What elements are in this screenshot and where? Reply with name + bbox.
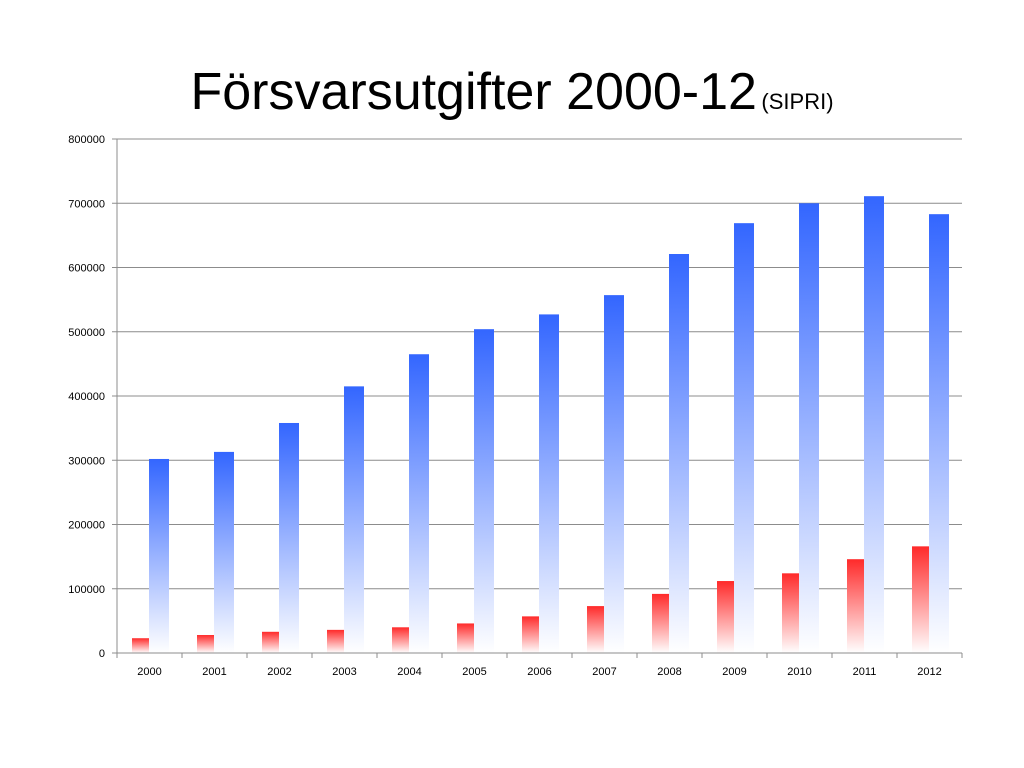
bar-series-red <box>392 627 412 653</box>
bar-series-red <box>587 606 607 653</box>
bar-series-blue <box>734 223 754 654</box>
bar-series-blue <box>669 254 689 653</box>
y-tick-label: 200000 <box>68 520 105 532</box>
x-tick-label: 2000 <box>137 666 161 678</box>
axes: 0 100000 200000 300000 400000 500000 600000 700… <box>68 134 963 678</box>
x-tick-label: 2007 <box>592 666 616 678</box>
bar-series-blue <box>929 214 949 654</box>
y-tick-label: 700000 <box>68 198 105 210</box>
bar-series-blue <box>474 329 494 653</box>
bar-series-blue <box>149 458 169 653</box>
y-tick-label: 400000 <box>68 391 105 403</box>
bars <box>132 196 949 654</box>
bar-series-red <box>717 581 737 653</box>
y-tick-label: 0 <box>99 648 105 660</box>
bar-series-red <box>197 635 217 653</box>
x-tick-label: 2006 <box>527 666 551 678</box>
bar-series-blue <box>214 451 234 653</box>
bar-series-red <box>327 629 347 653</box>
y-tick-label: 300000 <box>68 455 105 467</box>
x-tick-label: 2009 <box>722 666 746 678</box>
x-tick-label: 2012 <box>917 666 941 678</box>
chart-title-source: (SIPRI) <box>761 89 834 114</box>
bar-series-blue <box>799 203 819 653</box>
y-tick-label: 500000 <box>68 327 105 339</box>
y-tick-label: 600000 <box>68 263 105 275</box>
x-tick-label: 2001 <box>202 666 226 678</box>
x-tick-label: 2011 <box>853 666 877 678</box>
bar-series-red <box>262 631 282 653</box>
bar-series-red <box>912 546 932 653</box>
bar-series-blue <box>539 314 559 653</box>
x-tick-label: 2002 <box>267 666 291 678</box>
bar-series-blue <box>279 422 299 653</box>
bar-series-blue <box>604 295 624 653</box>
y-tick-label: 800000 <box>68 134 105 146</box>
bar-series-blue <box>409 354 429 653</box>
x-tick-label: 2005 <box>462 666 486 678</box>
y-tick-label: 100000 <box>68 584 105 596</box>
bar-series-red <box>847 559 867 653</box>
x-tick-label: 2008 <box>657 666 681 678</box>
chart-title: Försvarsutgifter 2000-12 (SIPRI) <box>0 62 1024 122</box>
x-tick-label: 2010 <box>787 666 811 678</box>
bar-series-red <box>652 593 672 653</box>
bar-series-blue <box>864 196 884 653</box>
x-tick-label: 2004 <box>397 666 421 678</box>
bar-series-red <box>132 638 152 653</box>
x-tick-label: 2003 <box>332 666 356 678</box>
bar-series-red <box>782 573 802 653</box>
bar-series-red <box>522 616 542 653</box>
bar-series-red <box>457 623 477 653</box>
bar-series-blue <box>344 386 364 653</box>
chart-title-main: Försvarsutgifter 2000-12 <box>190 63 757 121</box>
